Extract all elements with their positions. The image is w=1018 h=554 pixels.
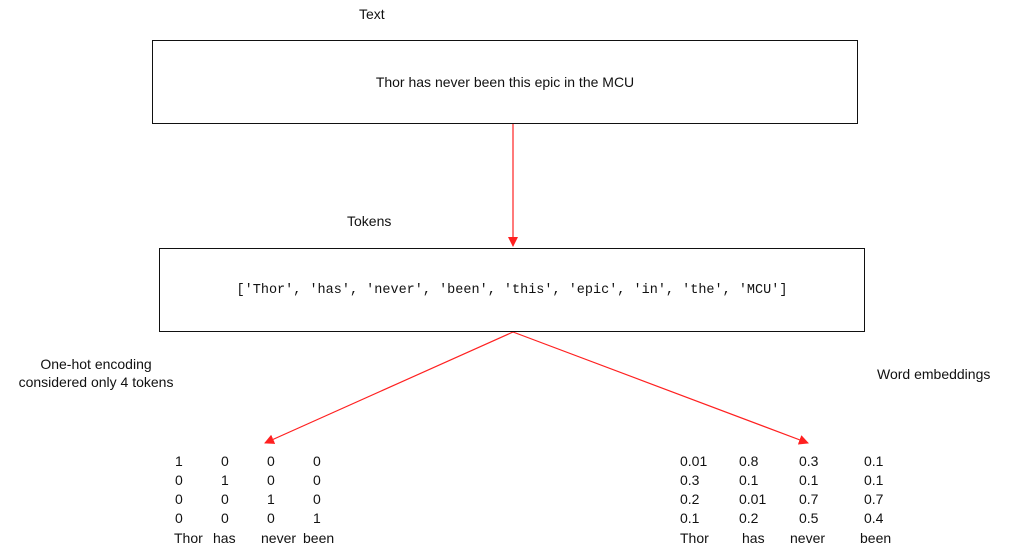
embeddings-cell: 0.3 [680,472,700,488]
embeddings-word-label: has [742,530,765,546]
embeddings-cell: 0.01 [739,491,767,507]
embeddings-cell: 0.1 [680,510,700,526]
embeddings-word-label: never [790,530,826,546]
tokens-content: ['Thor', 'has', 'never', 'been', 'this',… [236,282,788,298]
embeddings-cell: 0.2 [739,510,759,526]
embeddings-cell: 0.7 [864,491,884,507]
onehot-cell: 0 [221,510,229,526]
tokens-label: Tokens [347,213,392,229]
onehot-cell: 0 [221,491,229,507]
onehot-word-label: has [213,530,236,546]
onehot-cell: 0 [313,453,321,469]
arrow-tokens-to-embeddings [512,331,809,445]
onehot-cell: 0 [267,510,275,526]
embeddings-word-label: Thor [680,530,709,546]
text-content: Thor has never been this epic in the MCU [375,74,635,90]
onehot-word-label: been [303,530,335,546]
embeddings-label: Word embeddings [877,366,991,382]
onehot-cell: 1 [175,453,183,469]
embeddings-cell: 0.8 [739,453,759,469]
embeddings-word-label: been [860,530,892,546]
onehot-cell: 1 [221,472,229,488]
embeddings-cell: 0.3 [799,453,819,469]
embeddings-cell: 0.1 [864,472,884,488]
onehot-cell: 0 [175,510,183,526]
onehot-cell: 0 [267,472,275,488]
onehot-word-label: Thor [174,530,203,546]
text-label: Text [359,6,385,22]
embeddings-cell: 0.5 [799,510,819,526]
onehot-cell: 0 [313,491,321,507]
onehot-cell: 0 [267,453,275,469]
embeddings-cell: 0.4 [864,510,884,526]
onehot-cell: 0 [175,472,183,488]
onehot-cell: 0 [221,453,229,469]
onehot-cell: 1 [313,510,321,526]
onehot-label: One-hot encoding considered only 4 token… [0,356,192,390]
onehot-cell: 0 [175,491,183,507]
embeddings-cell: 0.01 [680,453,708,469]
embeddings-cell: 0.1 [799,472,819,488]
embeddings-cell: 0.7 [799,491,819,507]
onehot-word-label: never [261,530,297,546]
embeddings-cell: 0.1 [739,472,759,488]
onehot-cell: 1 [267,491,275,507]
embeddings-cell: 0.2 [680,491,700,507]
embeddings-cell: 0.1 [864,453,884,469]
arrow-tokens-to-onehot [264,331,514,444]
tokens-box: ['Thor', 'has', 'never', 'been', 'this',… [159,248,865,332]
onehot-cell: 0 [313,472,321,488]
onehot-label-line2: considered only 4 tokens [18,374,174,390]
onehot-label-line1: One-hot encoding [40,356,152,372]
text-box: Thor has never been this epic in the MCU [152,40,858,124]
